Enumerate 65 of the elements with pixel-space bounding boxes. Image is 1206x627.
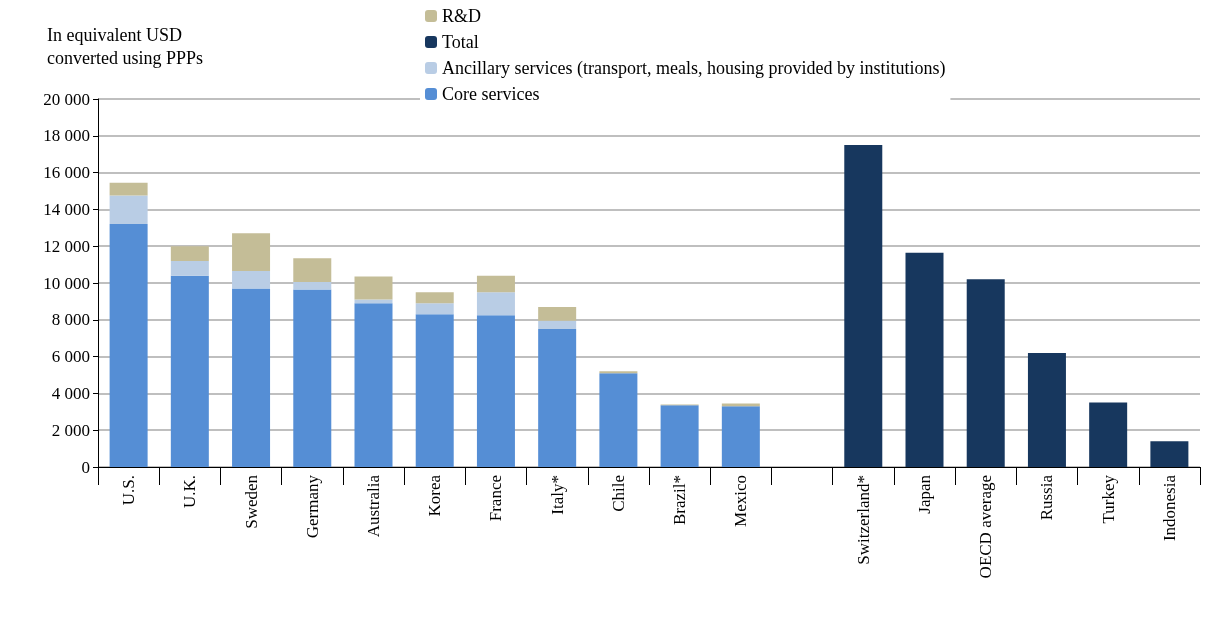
y-tick-label: 18 000 — [43, 126, 90, 146]
bar — [109, 195, 148, 225]
bar — [538, 329, 577, 467]
x-tick-label: Chile — [608, 475, 628, 512]
bar — [538, 320, 577, 329]
bar — [599, 373, 638, 467]
bar — [415, 303, 454, 315]
legend-label: Core services — [442, 84, 540, 104]
x-tick-label: France — [486, 475, 506, 522]
bar — [170, 275, 209, 467]
x-tick-label: U.S. — [119, 475, 139, 506]
x-tick-label: Korea — [425, 474, 445, 517]
bar — [293, 258, 332, 283]
x-tick-label: Australia — [364, 474, 383, 538]
y-tick-label: 4 000 — [51, 383, 90, 403]
y-tick-label: 12 000 — [43, 236, 90, 256]
bar — [354, 303, 393, 467]
bar — [232, 233, 271, 272]
bar — [415, 314, 454, 467]
bar — [476, 292, 515, 316]
y-tick-label: 20 000 — [43, 89, 90, 109]
bar — [170, 260, 209, 276]
bar — [844, 145, 883, 467]
legend-label: Total — [442, 32, 479, 52]
x-tick-label: Germany — [302, 474, 322, 539]
x-tick-label: Italy* — [547, 475, 567, 515]
y-axis-title: In equivalent USD converted using PPPs — [47, 24, 204, 68]
bar — [170, 246, 209, 261]
bar — [660, 405, 699, 467]
bar — [538, 306, 577, 321]
y-tick-label: 2 000 — [51, 420, 90, 440]
x-tick-label: Sweden — [241, 474, 261, 529]
y-tick-label: 14 000 — [43, 199, 90, 219]
legend-label: Ancillary services (transport, meals, housing provided by institutions) — [442, 58, 946, 79]
x-tick-label: Mexico — [731, 475, 751, 527]
bar — [232, 288, 271, 467]
bar — [476, 315, 515, 467]
x-tick-label: Switzerland* — [853, 475, 873, 565]
bar — [232, 271, 271, 289]
bar — [354, 276, 393, 300]
x-tick-label: Brazil* — [670, 475, 690, 526]
bar — [905, 252, 944, 467]
y-tick-label: 0 — [81, 457, 90, 477]
x-tick-label: Japan — [915, 474, 934, 514]
x-tick-label: Russia — [1037, 474, 1057, 521]
y-tick-label: 8 000 — [51, 310, 90, 330]
y-tick-label: 10 000 — [43, 273, 90, 293]
bar — [1089, 402, 1128, 467]
y-tick-label: 16 000 — [43, 163, 90, 183]
bar — [1150, 441, 1189, 467]
bar — [109, 224, 148, 467]
bar — [293, 289, 332, 467]
bar — [415, 292, 454, 304]
x-tick-label: Turkey — [1098, 474, 1118, 524]
bar — [293, 282, 332, 290]
bar — [109, 182, 148, 196]
bar — [1027, 352, 1066, 467]
x-tick-label: Indonesia — [1159, 474, 1179, 542]
y-tick-label: 6 000 — [51, 347, 90, 367]
bar — [721, 406, 760, 467]
x-tick-label: OECD average — [976, 475, 996, 579]
legend-label: R&D — [442, 6, 482, 26]
x-tick-label: U.K. — [180, 475, 200, 509]
bar — [966, 279, 1005, 467]
bar — [476, 275, 515, 293]
